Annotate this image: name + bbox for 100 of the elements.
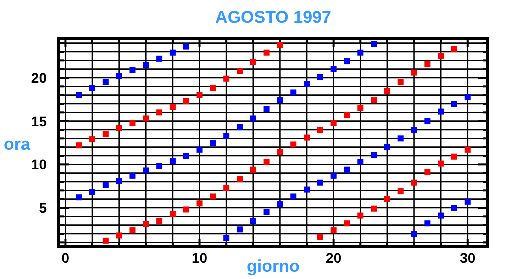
point xyxy=(102,79,109,86)
point xyxy=(358,50,364,56)
point xyxy=(143,168,150,174)
point xyxy=(76,194,82,201)
point xyxy=(411,127,418,133)
point xyxy=(130,67,136,74)
point xyxy=(451,46,458,52)
point xyxy=(464,198,471,205)
y-tick-label: 5 xyxy=(39,200,48,216)
chart-title: AGOSTO 1997 xyxy=(216,8,332,27)
y-tick-label: 15 xyxy=(31,113,48,130)
x-tick-label: 30 xyxy=(460,250,476,266)
point xyxy=(277,150,284,156)
point xyxy=(290,142,297,148)
point xyxy=(264,106,270,112)
point xyxy=(344,58,350,65)
point xyxy=(224,185,230,192)
point xyxy=(130,228,136,234)
y-axis-title: ora xyxy=(4,135,31,154)
point xyxy=(102,131,109,138)
point xyxy=(76,142,82,149)
point xyxy=(277,202,284,208)
point xyxy=(371,206,378,212)
point xyxy=(130,172,136,179)
point xyxy=(290,90,297,96)
point xyxy=(330,120,337,126)
point xyxy=(398,188,404,195)
point xyxy=(464,146,471,153)
point xyxy=(304,134,310,141)
x-tick-label: 0 xyxy=(62,250,70,266)
point xyxy=(183,98,190,104)
point xyxy=(236,176,243,182)
point xyxy=(411,231,418,237)
point xyxy=(398,79,404,86)
point xyxy=(224,76,230,82)
point xyxy=(317,74,324,80)
point xyxy=(317,234,324,240)
point xyxy=(438,212,444,219)
x-tick-label: 10 xyxy=(192,250,208,266)
point xyxy=(224,133,230,140)
point xyxy=(102,182,109,188)
point xyxy=(424,220,431,227)
point xyxy=(384,196,390,202)
point xyxy=(156,110,163,116)
point xyxy=(224,235,230,242)
point xyxy=(451,101,458,107)
point xyxy=(317,180,324,186)
point xyxy=(384,144,390,150)
point xyxy=(116,125,122,132)
point xyxy=(90,189,96,196)
point xyxy=(196,146,203,153)
x-axis-title: giorno xyxy=(247,257,300,276)
point xyxy=(330,66,337,72)
point xyxy=(156,163,163,170)
point xyxy=(411,70,418,76)
point xyxy=(264,209,270,216)
point xyxy=(371,41,378,48)
point xyxy=(250,218,256,224)
y-tick-label: 10 xyxy=(31,156,48,173)
point xyxy=(90,85,96,92)
point xyxy=(183,153,190,159)
point xyxy=(143,221,150,228)
point xyxy=(183,44,190,50)
point xyxy=(170,211,176,218)
point xyxy=(451,154,458,160)
point xyxy=(358,105,364,112)
point xyxy=(156,218,163,224)
point xyxy=(438,160,444,167)
point xyxy=(90,136,96,143)
point xyxy=(236,124,243,130)
point xyxy=(411,180,418,186)
point xyxy=(156,56,163,62)
point xyxy=(398,136,404,142)
point xyxy=(358,159,364,166)
y-tick-label: 20 xyxy=(31,70,48,86)
point xyxy=(277,98,284,104)
point xyxy=(451,205,458,211)
point xyxy=(116,73,122,80)
point xyxy=(330,228,337,234)
point xyxy=(384,88,390,94)
point xyxy=(170,104,176,110)
point xyxy=(196,92,203,98)
point xyxy=(170,50,176,56)
point xyxy=(183,206,190,213)
point xyxy=(424,118,431,124)
point xyxy=(116,178,122,184)
point xyxy=(304,186,310,193)
point xyxy=(344,220,350,227)
point xyxy=(277,42,284,48)
point xyxy=(250,59,256,66)
point xyxy=(130,120,136,126)
point xyxy=(170,158,176,164)
point xyxy=(358,212,364,219)
point xyxy=(143,62,150,68)
point xyxy=(344,112,350,118)
point xyxy=(210,140,216,146)
point xyxy=(210,194,216,200)
point xyxy=(464,94,471,100)
point xyxy=(344,166,350,173)
point xyxy=(264,159,270,166)
